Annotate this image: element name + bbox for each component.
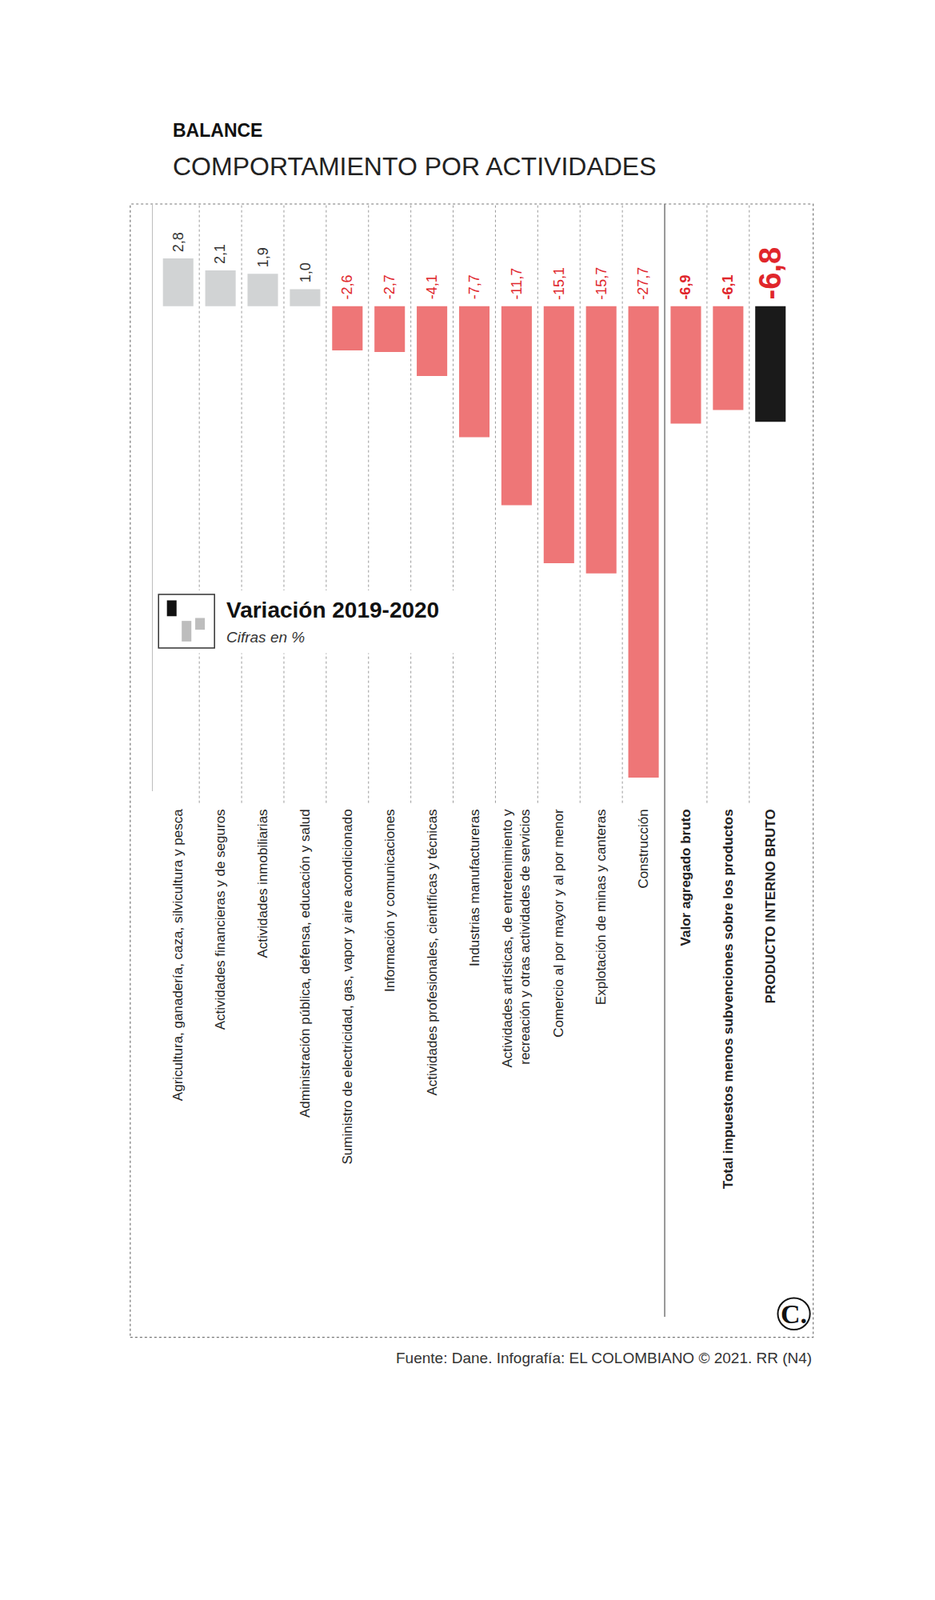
svg-text:Actividades artísticas, de ent: Actividades artísticas, de entretenimien… <box>499 808 533 1068</box>
svg-text:Actividades financieras y de s: Actividades financieras y de seguros <box>212 808 228 1030</box>
svg-text:-15,7: -15,7 <box>593 267 610 300</box>
svg-text:Administración pública, defens: Administración pública, defensa, educaci… <box>297 808 313 1118</box>
svg-text:Cifras en %: Cifras en % <box>226 628 305 646</box>
svg-text:-11,7: -11,7 <box>508 267 525 300</box>
svg-text:-6,8: -6,8 <box>753 247 788 300</box>
svg-text:-15,1: -15,1 <box>551 267 568 300</box>
svg-text:-7,7: -7,7 <box>466 274 483 300</box>
svg-text:Suministro de electricidad, ga: Suministro de electricidad, gas, vapor y… <box>339 808 356 1164</box>
svg-text:Comercio al por mayor y al por: Comercio al por mayor y al por menor <box>551 808 567 1038</box>
svg-text:Total impuestos menos subvenci: Total impuestos menos subvenciones sobre… <box>720 808 736 1189</box>
svg-text:Construcción: Construcción <box>635 808 652 888</box>
svg-text:-6,1: -6,1 <box>719 274 736 300</box>
svg-text:Variación 2019-2020: Variación 2019-2020 <box>226 597 440 623</box>
svg-text:Agricultura, ganadería, caza,: Agricultura, ganadería, caza, silvicultu… <box>170 808 186 1101</box>
svg-text:-4,1: -4,1 <box>423 274 440 300</box>
svg-text:2,1: 2,1 <box>211 243 228 264</box>
svg-text:Información y comunicaciones: Información y comunicaciones <box>382 808 398 992</box>
svg-text:Actividades profesionales, cie: Actividades profesionales, científicas y… <box>424 808 440 1095</box>
svg-text:PRODUCTO INTERNO BRUTO: PRODUCTO INTERNO BRUTO <box>763 808 779 1003</box>
svg-text:Fuente: Dane. Infografía: EL C: Fuente: Dane. Infografía: EL COLOMBIANO … <box>395 1349 812 1367</box>
svg-text:2,8: 2,8 <box>170 231 187 252</box>
svg-text:1,9: 1,9 <box>255 247 272 268</box>
svg-text:-2,6: -2,6 <box>339 274 356 300</box>
svg-text:1,0: 1,0 <box>297 262 314 283</box>
svg-text:-27,7: -27,7 <box>635 267 652 300</box>
svg-text:BALANCE: BALANCE <box>172 119 263 141</box>
svg-text:C.: C. <box>780 1298 808 1329</box>
svg-text:Industrias manufactureras: Industrias manufactureras <box>467 808 483 967</box>
svg-text:COMPORTAMIENTO POR ACTIVIDADES: COMPORTAMIENTO POR ACTIVIDADES <box>172 151 657 181</box>
svg-text:Actividades inmobiliarias: Actividades inmobiliarias <box>255 808 271 958</box>
svg-text:-6,9: -6,9 <box>677 275 694 300</box>
svg-text:Valor agregado bruto: Valor agregado bruto <box>678 808 694 946</box>
svg-text:Explotación de minas y cantera: Explotación de minas y canteras <box>593 808 609 1005</box>
svg-text:-2,7: -2,7 <box>381 274 398 300</box>
